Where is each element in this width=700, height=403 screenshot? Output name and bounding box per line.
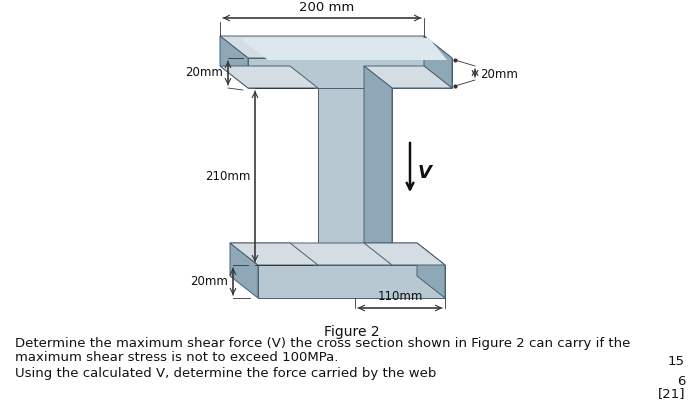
Text: 15: 15 [668,355,685,368]
Polygon shape [258,265,445,298]
Text: 20mm: 20mm [185,66,223,79]
Text: 20mm: 20mm [480,69,518,81]
Text: Determine the maximum shear force (V) the cross section shown in Figure 2 can ca: Determine the maximum shear force (V) th… [15,337,631,350]
Polygon shape [364,66,392,265]
Polygon shape [364,243,445,265]
Polygon shape [220,36,248,88]
Text: Using the calculated V, determine the force carried by the web: Using the calculated V, determine the fo… [15,367,436,380]
Polygon shape [230,243,445,265]
Polygon shape [240,38,447,60]
Polygon shape [230,243,258,298]
Text: V: V [418,164,432,181]
Polygon shape [417,243,445,298]
Polygon shape [318,88,392,265]
Polygon shape [364,66,452,88]
Polygon shape [424,36,452,88]
Polygon shape [220,36,452,58]
Polygon shape [248,58,452,88]
Text: [21]: [21] [657,387,685,400]
Text: 20mm: 20mm [190,275,228,288]
Text: 110mm: 110mm [377,290,423,303]
Text: 6: 6 [677,375,685,388]
Text: 200 mm: 200 mm [300,1,355,14]
Text: Figure 2: Figure 2 [324,325,380,339]
Polygon shape [220,66,318,88]
Text: maximum shear stress is not to exceed 100MPa.: maximum shear stress is not to exceed 10… [15,351,338,364]
Text: 210mm: 210mm [204,170,250,183]
Polygon shape [230,243,318,265]
